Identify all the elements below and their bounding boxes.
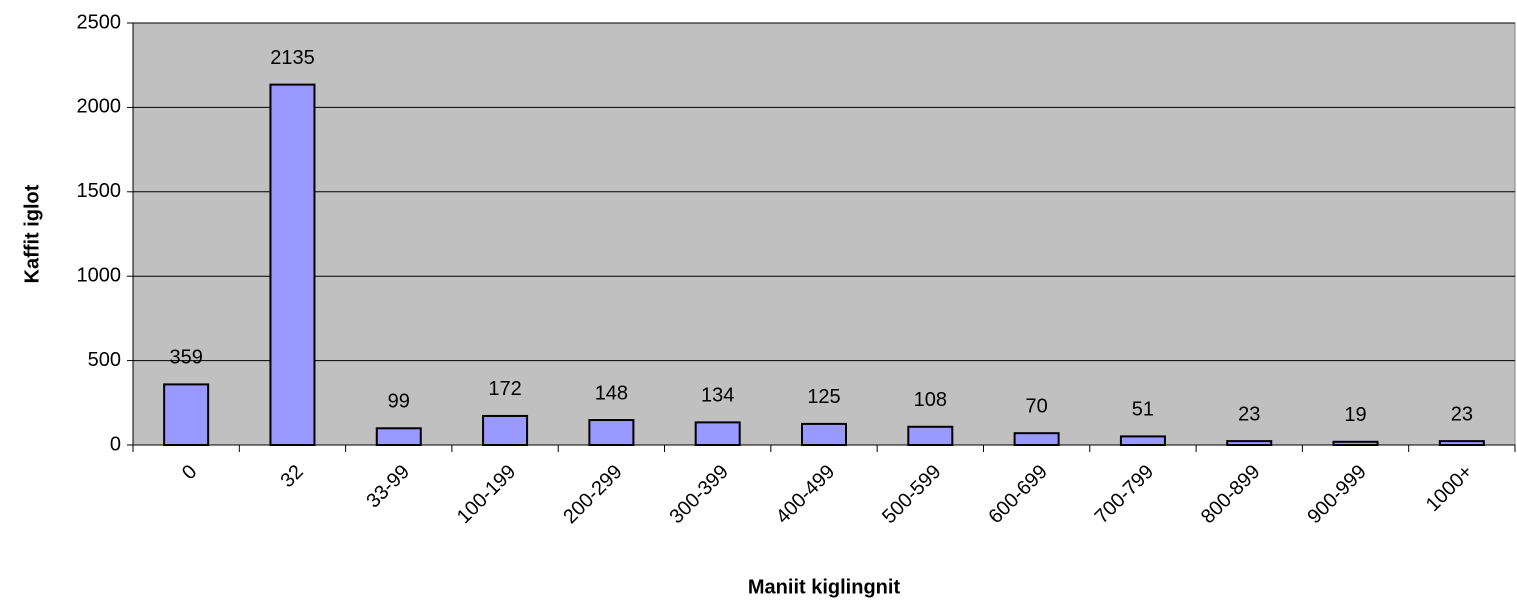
- bar: [1119, 435, 1166, 447]
- x-tick-label: 200-299: [559, 461, 626, 528]
- bar: [694, 421, 741, 446]
- data-label: 70: [1025, 395, 1047, 417]
- data-label: 359: [169, 347, 202, 369]
- x-tick-label: 500-599: [878, 461, 945, 528]
- x-tick-label: 32: [276, 461, 307, 492]
- y-tick-label: 2000: [77, 96, 122, 118]
- y-tick-label: 0: [110, 433, 121, 455]
- bar: [1332, 440, 1379, 446]
- data-label: 99: [388, 391, 410, 413]
- bar: [907, 425, 954, 446]
- data-label: 51: [1132, 399, 1154, 421]
- bar: [801, 422, 847, 446]
- x-tick-label: 700-799: [1091, 461, 1158, 528]
- y-axis-title: Kaffit iglot: [21, 184, 43, 283]
- bar: [482, 414, 529, 446]
- bar: [1438, 440, 1485, 447]
- data-label: 125: [807, 386, 840, 408]
- bar: [375, 427, 422, 446]
- x-tick-label: 1000+: [1422, 461, 1477, 516]
- data-label: 172: [488, 378, 521, 400]
- x-tick-label: 0: [178, 461, 201, 484]
- x-tick-label: 800-899: [1197, 461, 1264, 528]
- data-label: 23: [1238, 403, 1260, 425]
- data-label: 2135: [270, 47, 315, 69]
- y-tick-label: 1500: [77, 180, 122, 202]
- y-tick-label: 500: [88, 349, 121, 371]
- data-label: 134: [701, 385, 734, 407]
- data-label: 19: [1344, 404, 1366, 426]
- x-tick-label: 300-399: [665, 461, 732, 528]
- x-tick-label: 100-199: [453, 461, 520, 528]
- bar: [588, 419, 635, 447]
- plot-area: [132, 22, 1516, 446]
- bar: [163, 383, 210, 446]
- bar: [269, 83, 316, 446]
- x-tick-label: 33-99: [362, 461, 414, 513]
- x-tick-label: 600-699: [984, 461, 1051, 528]
- x-axis-title: Maniit kiglingnit: [748, 576, 901, 598]
- bar: [1226, 440, 1273, 447]
- y-tick-label: 1000: [77, 264, 122, 286]
- data-label: 108: [914, 389, 947, 411]
- data-label: 148: [595, 382, 628, 404]
- x-tick-label: 400-499: [772, 461, 839, 528]
- bar: [1013, 432, 1060, 446]
- x-tick-label: 900-999: [1303, 461, 1370, 528]
- data-label: 23: [1451, 403, 1473, 425]
- y-tick-label: 2500: [77, 11, 122, 33]
